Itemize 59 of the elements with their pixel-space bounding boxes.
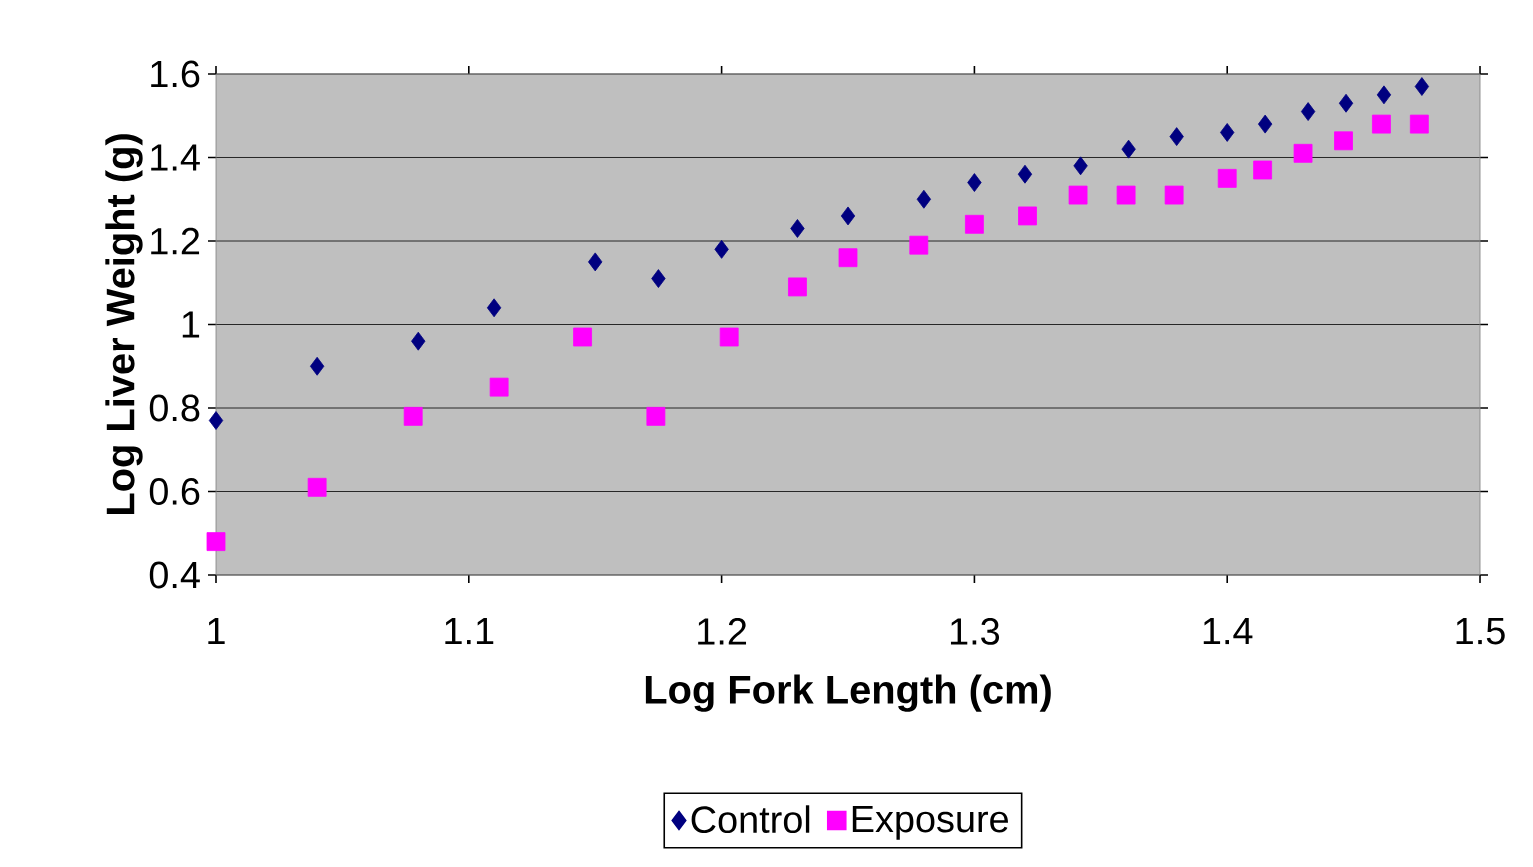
point [1116,185,1136,205]
point [1018,206,1037,226]
point [1257,114,1273,134]
point [1414,77,1430,96]
point [646,406,666,426]
point [1217,168,1237,188]
y-tick-label: 0.4 [149,561,200,589]
point [1169,127,1184,147]
point [307,477,327,497]
y-axis-title: Log Liver Weight (g) [105,134,143,515]
point [486,298,502,318]
point [838,248,858,268]
point [1300,102,1316,121]
point [1338,93,1354,113]
point [651,269,666,288]
y-tick-label: 0.6 [149,478,200,505]
point [1121,139,1136,159]
point [489,377,509,397]
point [588,252,603,272]
legend-label: Exposure [852,805,1008,840]
point [788,277,807,297]
x-tick-label: 1.2 [698,618,747,645]
point [573,327,592,347]
point [1334,131,1353,151]
y-tick-label: 1.4 [151,144,200,171]
point [909,235,929,255]
point [1164,185,1184,205]
point [840,206,856,226]
point [1017,164,1033,184]
x-tick-label: 1.4 [1203,618,1253,645]
legend-label: Control [691,805,810,834]
x-axis-title: Log Fork Length (cm) [645,674,1051,712]
point [1372,114,1391,134]
point [1068,185,1088,205]
point [208,411,224,430]
y-tick-label: 1.2 [151,227,200,255]
point [411,331,426,351]
point [719,327,739,347]
x-tick-label: 1 [208,618,225,645]
point [1409,114,1429,134]
y-tick-label: 0.8 [149,394,200,422]
x-tick-label: 1.1 [445,618,494,645]
x-tick-label: 1.5 [1456,618,1505,645]
point [790,219,805,238]
y-tick-label: 1.6 [151,60,200,88]
point [1253,160,1273,180]
y-tick-label: 1 [182,311,200,338]
point [714,239,729,259]
point [403,406,423,426]
point [916,189,931,209]
point [1293,143,1313,163]
x-tick-label: 1.3 [950,618,1000,645]
point [309,356,325,376]
point [1220,123,1235,142]
point [206,532,226,551]
point [965,214,984,234]
point [1376,85,1392,105]
point [1073,156,1088,176]
point [967,173,982,192]
